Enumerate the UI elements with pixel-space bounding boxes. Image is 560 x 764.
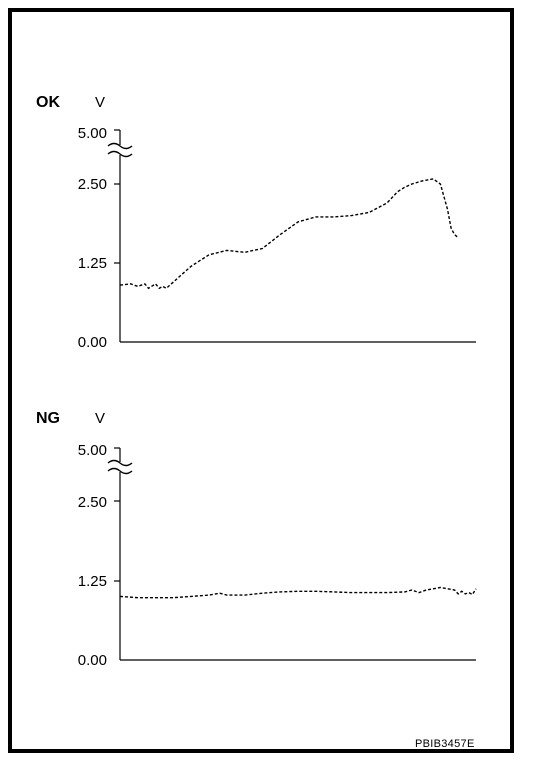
y-tick-label: 0.00 [78, 334, 107, 351]
data-series [119, 178, 459, 290]
figure-reference-code: PBIB3457E [415, 738, 475, 750]
y-tick-label: 1.25 [78, 255, 107, 272]
y-tick-label: 5.00 [78, 442, 107, 459]
y-axis-unit-label: V [95, 94, 105, 111]
y-tick-label: 1.25 [78, 573, 107, 590]
y-tick-label: 0.00 [78, 652, 107, 669]
y-tick-label: 5.00 [78, 125, 107, 142]
figure-frame [8, 8, 514, 753]
y-tick-label: 2.50 [78, 494, 107, 511]
chart-title: NG [36, 410, 60, 427]
y-tick-label: 2.50 [78, 176, 107, 193]
chart-ng: NG V 5.00 2.50 1.25 0.00 [36, 410, 477, 669]
axis-break-symbol [107, 459, 133, 475]
series-line [119, 178, 459, 290]
series-line [119, 586, 477, 599]
chart-title: OK [36, 94, 60, 111]
axis-break-symbol [107, 142, 133, 158]
chart-ok: OK V 5.00 2.50 1.25 0.00 [36, 94, 476, 351]
y-axis-unit-label: V [95, 410, 105, 427]
data-series [119, 586, 477, 599]
